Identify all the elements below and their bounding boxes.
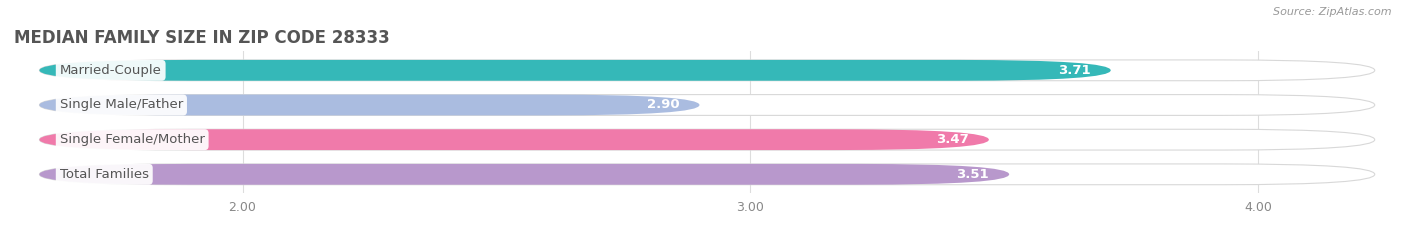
FancyBboxPatch shape xyxy=(39,164,1010,185)
FancyBboxPatch shape xyxy=(39,60,1375,81)
Text: 3.71: 3.71 xyxy=(1057,64,1091,77)
FancyBboxPatch shape xyxy=(39,129,1375,150)
Text: Single Female/Mother: Single Female/Mother xyxy=(59,133,205,146)
Text: 3.47: 3.47 xyxy=(936,133,969,146)
FancyBboxPatch shape xyxy=(39,95,1375,115)
FancyBboxPatch shape xyxy=(39,164,1375,185)
Text: 3.51: 3.51 xyxy=(956,168,988,181)
FancyBboxPatch shape xyxy=(39,129,988,150)
Text: MEDIAN FAMILY SIZE IN ZIP CODE 28333: MEDIAN FAMILY SIZE IN ZIP CODE 28333 xyxy=(14,29,389,47)
FancyBboxPatch shape xyxy=(39,95,699,115)
Text: 2.90: 2.90 xyxy=(647,99,679,112)
Text: Total Families: Total Families xyxy=(59,168,149,181)
Text: Married-Couple: Married-Couple xyxy=(59,64,162,77)
Text: Single Male/Father: Single Male/Father xyxy=(59,99,183,112)
FancyBboxPatch shape xyxy=(39,60,1111,81)
Text: Source: ZipAtlas.com: Source: ZipAtlas.com xyxy=(1274,7,1392,17)
